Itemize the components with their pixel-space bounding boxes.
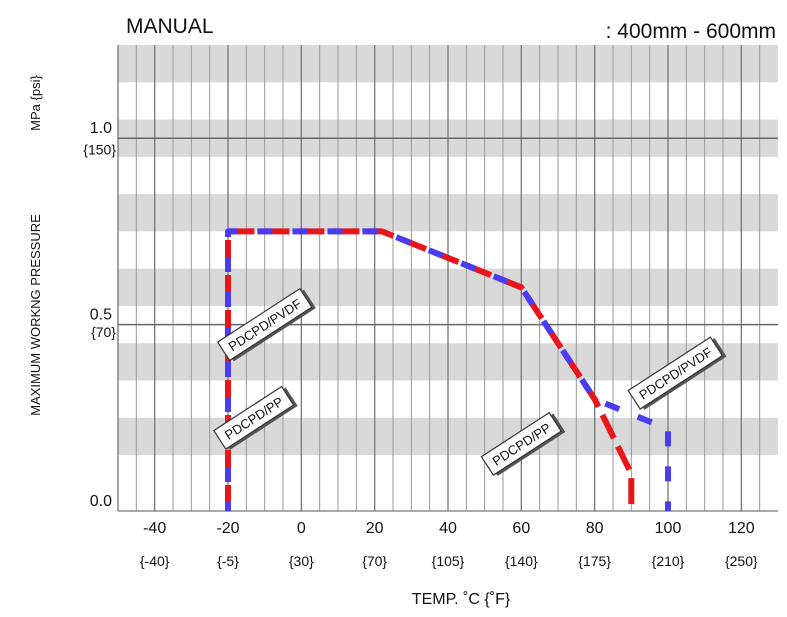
y-tick-label-psi: {150} — [83, 141, 116, 157]
annotation-frame — [212, 385, 295, 450]
x-tick-label-fahrenheit: {140} — [505, 553, 538, 569]
chart-title: MANUAL — [126, 15, 214, 38]
x-tick-label: 100 — [655, 520, 682, 537]
x-tick-label-fahrenheit: {175} — [578, 553, 611, 569]
x-tick-label: 0 — [297, 520, 306, 537]
x-tick-label: 80 — [586, 520, 604, 537]
x-tick-label-fahrenheit: {70} — [362, 553, 387, 569]
y-tick-labels: 0.0 0.5 1.0 {70} {150} — [83, 120, 116, 510]
chart-subtitle: : 400mm - 600mm — [606, 20, 776, 43]
x-tick-labels: -40 {-40} -20 {-5} 0 {30} 20 {70} 40 {105} 60 {140}… — [140, 520, 758, 569]
y-tick-label: 1.0 — [90, 120, 112, 137]
x-tick-label-fahrenheit: {105} — [432, 553, 465, 569]
annotation-frame — [627, 336, 724, 410]
series-line-pdcpd-pp-pp — [225, 228, 635, 511]
series-lines — [225, 228, 671, 511]
x-tick-label: 120 — [728, 520, 755, 537]
x-tick-label: 60 — [512, 520, 530, 537]
x-tick-label: -20 — [216, 520, 239, 537]
y-tick-label: 0.0 — [90, 493, 112, 510]
annotation-frame — [480, 411, 563, 476]
x-axis-label: TEMP. ˚C {˚F} — [412, 591, 511, 608]
x-tick-label: 20 — [366, 520, 384, 537]
y-tick-label: 0.5 — [90, 307, 112, 324]
x-tick-label-fahrenheit: {210} — [652, 553, 685, 569]
series-line-pdcpd-pvdf-pvdf — [225, 228, 671, 511]
x-tick-label: -40 — [143, 520, 166, 537]
x-tick-label-fahrenheit: {250} — [725, 553, 758, 569]
y-axis-label: MAXIMUM WORKNG PRESSURE — [28, 214, 43, 416]
x-tick-label: 40 — [439, 520, 457, 537]
y-axis-units: MPa {psi} — [28, 75, 43, 131]
y-tick-label-psi: {70} — [91, 324, 116, 340]
x-tick-label-fahrenheit: {-40} — [140, 553, 170, 569]
x-tick-label-fahrenheit: {-5} — [217, 553, 239, 569]
x-tick-label-fahrenheit: {30} — [289, 553, 314, 569]
annotation-frame — [216, 287, 313, 362]
